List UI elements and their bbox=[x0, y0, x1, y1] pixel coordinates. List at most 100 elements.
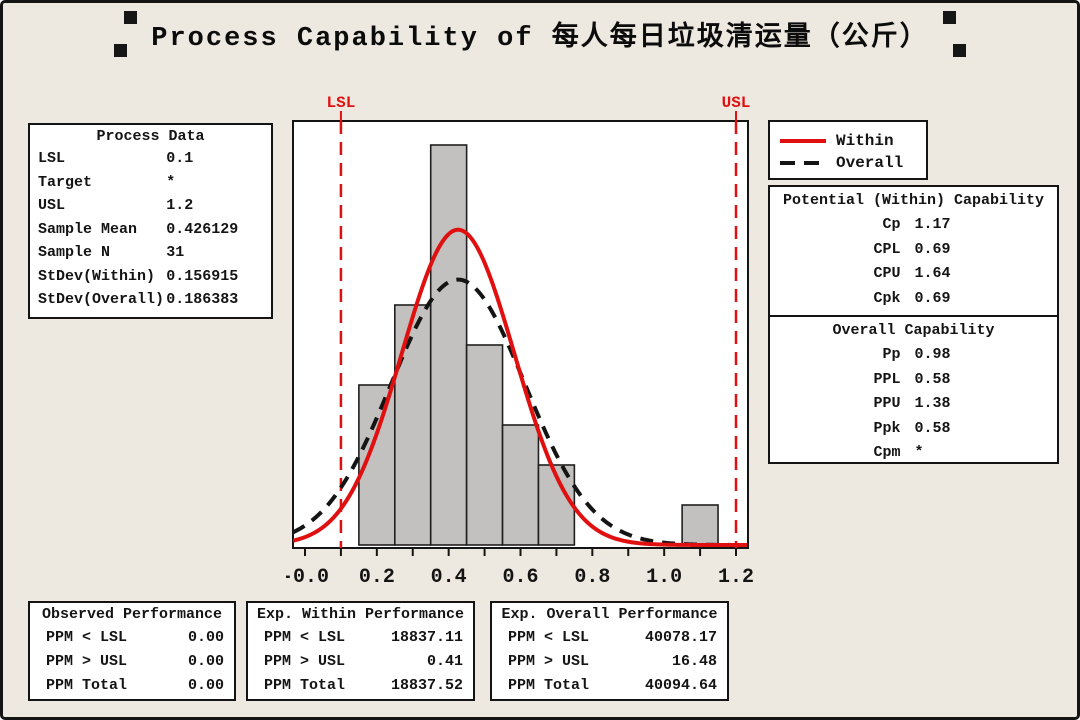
x-tick-label: 0.2 bbox=[359, 566, 395, 589]
capability-panel: Potential (Within) Capability Cp 1.17 CPL 0… bbox=[768, 185, 1059, 464]
row-label: Ppk bbox=[873, 419, 901, 437]
data-row: PPM > USL 0.00 bbox=[40, 650, 224, 674]
row-value: 40078.17 bbox=[644, 629, 717, 646]
row-value: 16.48 bbox=[671, 653, 717, 670]
row-label: StDev(Overall) bbox=[38, 291, 165, 308]
selection-handles-left bbox=[114, 11, 138, 57]
selection-handle-icon[interactable] bbox=[952, 44, 966, 57]
observed-performance-panel: Observed Performance PPM < LSL 0.00 PPM > … bbox=[28, 601, 236, 701]
row-value: 0.186383 bbox=[166, 291, 239, 308]
data-row: PPM < LSL 40078.17 bbox=[502, 626, 717, 650]
x-tick-label: 0.8 bbox=[574, 566, 610, 589]
row-label: CPU bbox=[873, 265, 901, 282]
data-row: PPM > USL 16.48 bbox=[502, 650, 717, 674]
histogram-bar bbox=[501, 424, 540, 546]
row-value: 40094.64 bbox=[644, 677, 717, 694]
data-row: Cpm * bbox=[776, 441, 1051, 466]
row-value: 0.00 bbox=[187, 653, 224, 670]
row-label: PPM > USL bbox=[46, 653, 128, 670]
data-row: StDev(Within) 0.156915 bbox=[38, 265, 263, 289]
row-value: 0.156915 bbox=[166, 267, 239, 285]
row-label: Target bbox=[38, 173, 93, 191]
data-row: PPM Total 0.00 bbox=[40, 674, 224, 698]
data-row: Ppk 0.58 bbox=[776, 417, 1051, 442]
row-value: 0.69 bbox=[914, 240, 951, 258]
x-tick-label: 1.2 bbox=[718, 566, 754, 589]
lsl-label: LSL bbox=[327, 94, 356, 112]
legend-item-within: Within bbox=[780, 130, 916, 152]
overall-capability-section: Overall Capability Pp 0.98 PPL 0.58 PPU 1.38 P… bbox=[770, 315, 1057, 470]
row-label: LSL bbox=[38, 150, 66, 167]
row-value: 0.41 bbox=[426, 653, 463, 670]
row-label: PPM Total bbox=[46, 677, 128, 694]
row-value: 0.58 bbox=[914, 370, 951, 388]
data-row: PPM < LSL 18837.11 bbox=[258, 626, 463, 650]
row-value: * bbox=[166, 173, 176, 191]
data-row: PPU 1.38 bbox=[776, 392, 1051, 417]
row-label: Cpm bbox=[873, 444, 901, 461]
capability-histogram-chart: LSL USL -0.0 0.2 0.4 0.6 0.8 1.0 1.2 bbox=[286, 94, 754, 589]
row-label: Sample N bbox=[38, 244, 111, 261]
data-row: PPM > USL 0.41 bbox=[258, 650, 463, 674]
row-value: 31 bbox=[166, 244, 185, 261]
data-row: PPM Total 18837.52 bbox=[258, 674, 463, 698]
legend-item-overall: Overall bbox=[780, 152, 916, 174]
data-row: CPL 0.69 bbox=[776, 238, 1051, 263]
overall-dashed-line-icon bbox=[780, 161, 826, 165]
row-label: PPM < LSL bbox=[264, 629, 346, 646]
data-row: PPM Total 40094.64 bbox=[502, 674, 717, 698]
data-row: Cpk 0.69 bbox=[776, 287, 1051, 312]
data-row: CPU 1.64 bbox=[776, 262, 1051, 287]
row-label: PPM Total bbox=[264, 677, 346, 694]
usl-label: USL bbox=[722, 94, 751, 112]
row-value: * bbox=[914, 444, 924, 461]
observed-performance-rows: PPM < LSL 0.00 PPM > USL 0.00 PPM Total 0.00 bbox=[30, 623, 234, 698]
overall-capability-rows: Pp 0.98 PPL 0.58 PPU 1.38 Ppk 0.58 Cpm * bbox=[776, 343, 1051, 466]
row-label: PPM Total bbox=[508, 677, 590, 694]
selection-handles-right bbox=[942, 11, 966, 57]
row-value: 1.2 bbox=[166, 197, 194, 214]
row-label: USL bbox=[38, 197, 66, 214]
histogram-bar bbox=[429, 144, 468, 546]
exp-within-performance-rows: PPM < LSL 18837.11 PPM > USL 0.41 PPM Total 1… bbox=[248, 623, 473, 698]
within-line-icon bbox=[780, 139, 826, 143]
within-capability-rows: Cp 1.17 CPL 0.69 CPU 1.64 Cpk 0.69 bbox=[776, 213, 1051, 311]
row-value: 0.426129 bbox=[166, 220, 239, 238]
row-value: 0.58 bbox=[914, 419, 951, 437]
row-value: 1.38 bbox=[914, 395, 951, 412]
row-value: 0.1 bbox=[166, 150, 194, 167]
within-curve bbox=[293, 227, 748, 547]
row-label: PPL bbox=[873, 370, 901, 388]
selection-handle-icon[interactable] bbox=[942, 11, 956, 24]
data-row: USL 1.2 bbox=[38, 194, 263, 218]
exp-overall-performance-rows: PPM < LSL 40078.17 PPM > USL 16.48 PPM Total… bbox=[492, 623, 727, 698]
histogram-bar bbox=[681, 504, 719, 546]
row-label: StDev(Within) bbox=[38, 267, 156, 285]
within-capability-title: Potential (Within) Capability bbox=[782, 192, 1045, 209]
overall-capability-title: Overall Capability bbox=[832, 322, 995, 339]
process-data-rows: LSL 0.1 Target * USL 1.2 Sample Mean 0.426129 Sa… bbox=[30, 145, 271, 312]
selection-handle-icon[interactable] bbox=[114, 44, 128, 57]
data-row: PPL 0.58 bbox=[776, 368, 1051, 393]
exp-overall-performance-title: Exp. Overall Performance bbox=[501, 606, 718, 623]
x-tick-label: 0.6 bbox=[502, 566, 538, 589]
data-row: Sample Mean 0.426129 bbox=[38, 218, 263, 242]
data-row: LSL 0.1 bbox=[38, 147, 263, 171]
curve-legend: Within Overall bbox=[768, 120, 928, 180]
row-value: 18837.11 bbox=[390, 629, 463, 646]
process-data-title: Process Data bbox=[96, 128, 205, 145]
row-label: PPM < LSL bbox=[508, 629, 590, 646]
row-value: 1.17 bbox=[914, 216, 951, 233]
within-capability-section: Potential (Within) Capability Cp 1.17 CPL 0… bbox=[770, 187, 1057, 315]
histogram-bar bbox=[465, 344, 504, 546]
histogram-bar bbox=[393, 304, 432, 546]
row-label: Sample Mean bbox=[38, 220, 138, 238]
row-value: 1.64 bbox=[914, 265, 951, 282]
process-data-panel: Process Data LSL 0.1 Target * USL 1.2 Sample M… bbox=[28, 123, 273, 319]
row-label: Pp bbox=[882, 346, 901, 363]
exp-overall-performance-panel: Exp. Overall Performance PPM < LSL 40078.… bbox=[490, 601, 729, 701]
data-row: StDev(Overall) 0.186383 bbox=[38, 288, 263, 312]
row-value: 0.00 bbox=[187, 629, 224, 646]
selection-handle-icon[interactable] bbox=[124, 11, 138, 24]
